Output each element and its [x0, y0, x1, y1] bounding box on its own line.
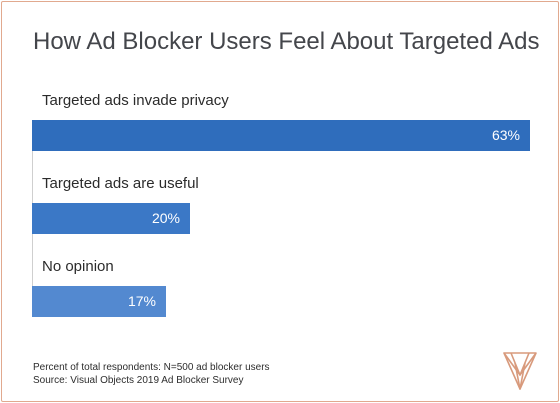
bar-value-label: 63% [491, 127, 520, 143]
bar [32, 120, 530, 151]
footnote-source: Source: Visual Objects 2019 Ad Blocker S… [33, 375, 244, 386]
category-label: Targeted ads invade privacy [42, 92, 229, 109]
bar-value-label: 17% [127, 293, 156, 309]
bar-value-label: 20% [151, 210, 180, 226]
category-label: No opinion [42, 258, 114, 275]
footnote-respondents: Percent of total respondents: N=500 ad b… [33, 362, 270, 373]
bar [32, 286, 166, 317]
category-label: Targeted ads are useful [42, 175, 199, 192]
bar [32, 203, 190, 234]
visual-objects-logo-icon [503, 352, 537, 390]
chart-title: How Ad Blocker Users Feel About Targeted… [33, 28, 540, 55]
